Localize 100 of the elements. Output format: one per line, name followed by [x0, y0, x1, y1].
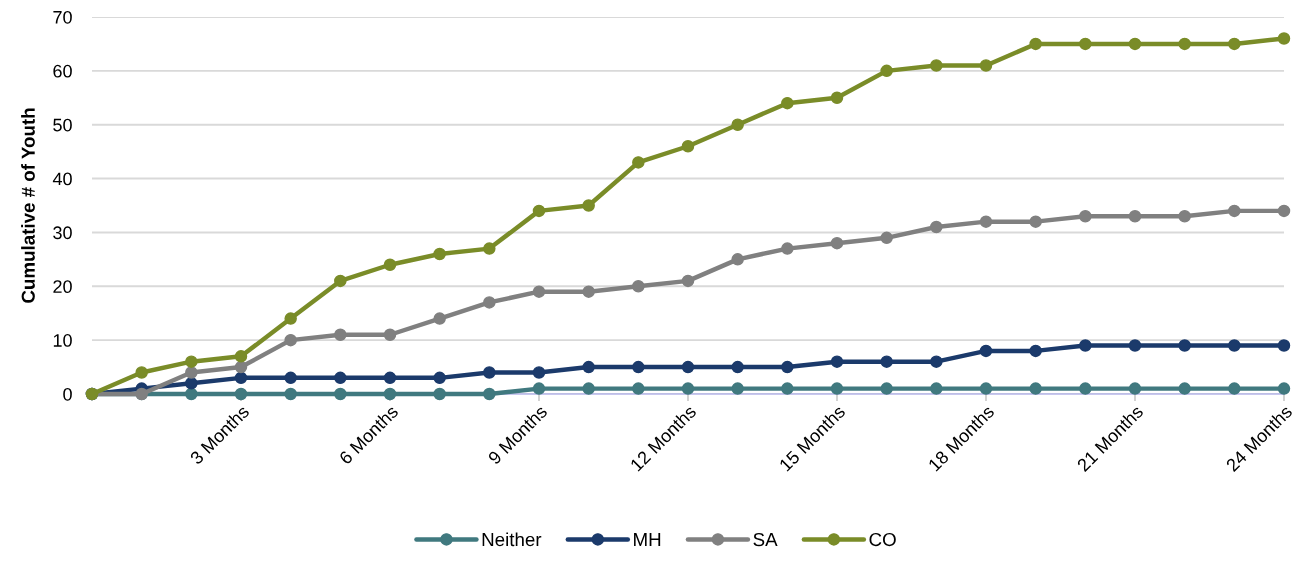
point	[731, 253, 744, 266]
point	[483, 296, 496, 309]
point	[383, 258, 397, 271]
point	[880, 231, 893, 245]
point	[681, 360, 695, 374]
point	[185, 387, 198, 401]
y-tick-label: 50	[53, 118, 72, 132]
point	[532, 366, 546, 379]
point	[1277, 382, 1291, 395]
y-tick-label: 10	[53, 334, 72, 347]
point	[830, 91, 844, 105]
point	[1079, 210, 1092, 223]
point	[1277, 32, 1291, 45]
point	[334, 274, 347, 288]
point	[880, 355, 893, 368]
point	[383, 387, 397, 401]
point	[1029, 382, 1042, 395]
point	[930, 59, 943, 72]
point	[582, 285, 595, 298]
point	[532, 382, 546, 395]
point	[830, 355, 844, 368]
point	[731, 360, 744, 374]
point	[185, 366, 198, 379]
point	[1178, 37, 1191, 51]
point	[1079, 339, 1092, 352]
point	[234, 387, 248, 401]
point	[632, 382, 645, 395]
point	[930, 355, 943, 368]
point	[1277, 204, 1291, 218]
point	[781, 242, 794, 255]
legend-label: CO	[869, 532, 896, 547]
point	[185, 376, 198, 390]
y-tick-label: 20	[53, 280, 72, 294]
point	[1128, 37, 1142, 51]
point	[1079, 382, 1092, 395]
legend-label: Neither	[482, 532, 542, 547]
point	[830, 382, 844, 395]
point	[681, 140, 695, 153]
point	[1128, 339, 1142, 352]
point	[1079, 37, 1092, 51]
point	[1128, 210, 1142, 223]
point	[284, 333, 297, 347]
point	[383, 371, 397, 385]
point	[1277, 339, 1291, 352]
point	[532, 204, 546, 218]
point	[234, 350, 248, 363]
point	[284, 312, 297, 325]
point	[632, 280, 645, 293]
point	[582, 360, 595, 374]
point	[234, 360, 248, 374]
point	[1029, 215, 1042, 228]
point	[781, 382, 794, 395]
point	[284, 371, 297, 385]
point	[582, 199, 595, 212]
point	[185, 355, 198, 368]
point	[731, 382, 744, 395]
point	[483, 242, 496, 255]
point	[383, 328, 397, 342]
y-tick-label: 70	[53, 10, 72, 24]
y-tick-label: 30	[53, 226, 72, 240]
point	[930, 382, 943, 395]
point	[1178, 382, 1191, 395]
point	[681, 274, 695, 288]
point	[1128, 382, 1142, 395]
point	[334, 371, 347, 385]
point	[681, 382, 695, 395]
point	[1029, 37, 1042, 51]
point	[979, 59, 993, 72]
point	[433, 371, 446, 385]
point	[532, 285, 546, 298]
point	[234, 371, 248, 385]
point	[135, 366, 148, 379]
y-tick-label: 0	[63, 387, 72, 401]
point	[880, 64, 893, 78]
point	[1178, 339, 1191, 352]
point	[632, 360, 645, 374]
point	[334, 387, 347, 401]
point	[1029, 344, 1042, 358]
point	[483, 387, 496, 401]
point	[979, 215, 993, 228]
point	[433, 312, 446, 325]
point	[433, 387, 446, 401]
legend-label: SA	[753, 532, 778, 547]
point	[1178, 210, 1191, 223]
point	[483, 366, 496, 379]
point	[1228, 382, 1241, 395]
point	[334, 328, 347, 342]
point	[582, 382, 595, 395]
point	[731, 118, 744, 131]
point	[979, 344, 993, 358]
point	[433, 247, 446, 261]
y-tick-label: 40	[52, 172, 72, 186]
y-axis-title: Cumulative # of Youth	[21, 108, 35, 303]
legend-label: MH	[634, 533, 661, 546]
point	[880, 382, 893, 395]
point	[781, 96, 794, 110]
point	[632, 156, 645, 169]
point	[930, 220, 943, 234]
point	[979, 382, 993, 395]
point	[1228, 37, 1241, 51]
